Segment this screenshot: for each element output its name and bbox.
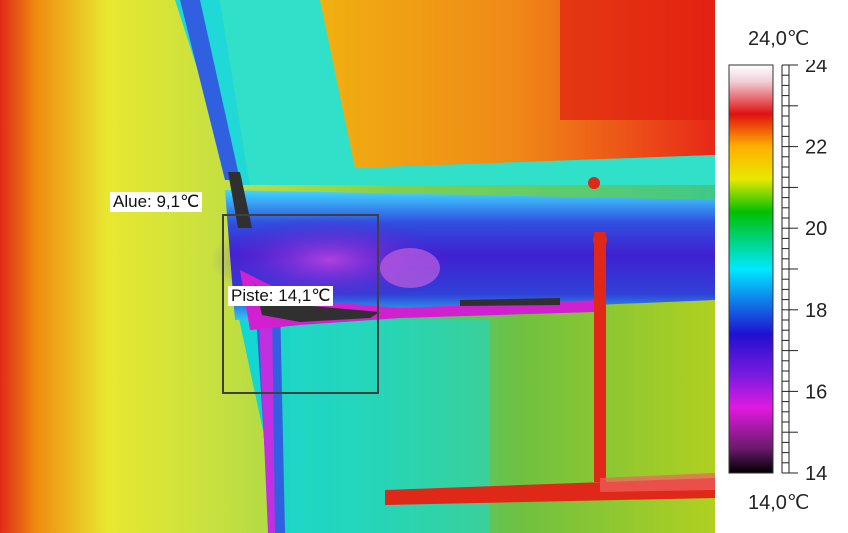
spot-measurement-label: Piste: 14,1℃ (228, 286, 334, 306)
temperature-color-scale: 14 16 18 20 22 24 (728, 60, 827, 480)
scale-min-label: 14,0℃ (748, 492, 810, 514)
scale-max-label: 24,0℃ (748, 28, 810, 50)
scale-ticks (782, 64, 798, 474)
measurement-area-box (222, 214, 379, 394)
scale-tick-label: 22 (805, 137, 827, 159)
scale-tick-label: 20 (805, 218, 827, 240)
area-measurement-label: Alue: 9,1℃ (110, 192, 203, 212)
thermal-image (0, 0, 715, 533)
scale-tick-label: 14 (805, 463, 827, 480)
scale-tick-label: 24 (805, 60, 827, 77)
scale-tick-label: 18 (805, 300, 827, 322)
scale-tick-label: 16 (805, 381, 827, 403)
scale-tick-labels: 14 16 18 20 22 24 (805, 60, 827, 480)
color-bar (728, 64, 774, 474)
